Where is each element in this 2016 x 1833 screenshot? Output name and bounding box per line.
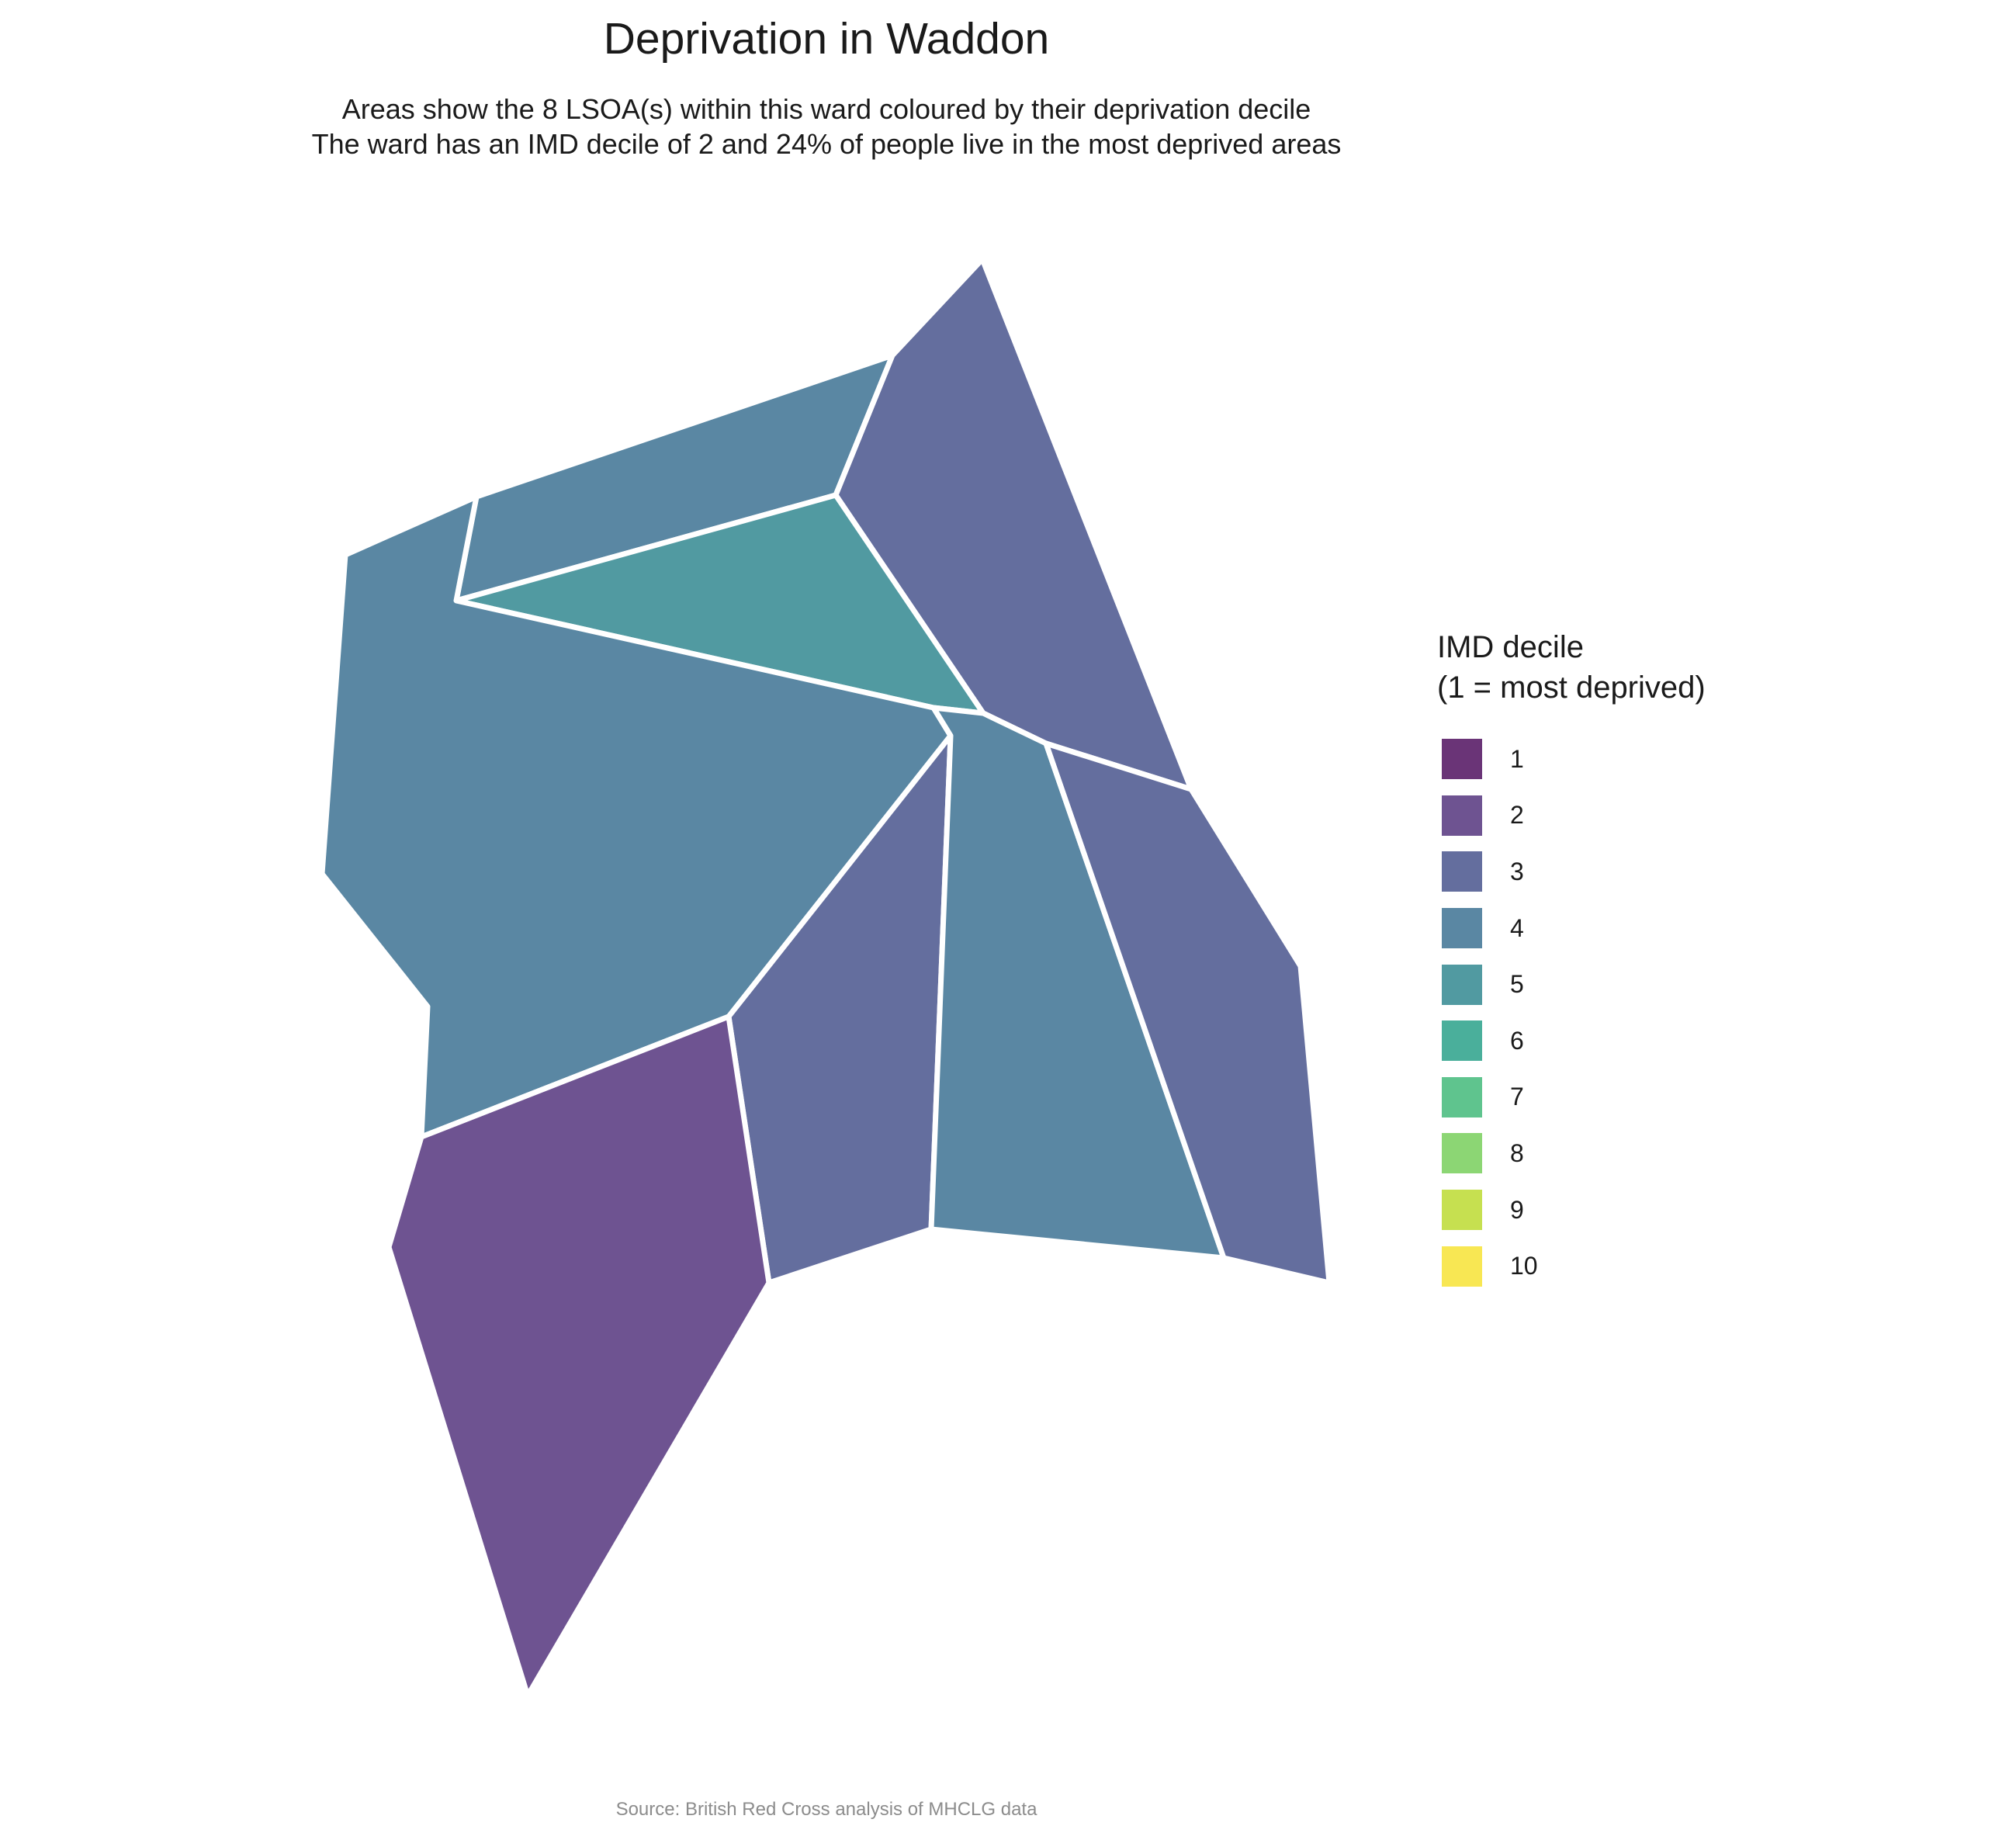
legend-item: 3 (1437, 844, 1706, 900)
legend-item: 7 (1437, 1069, 1706, 1126)
legend-label: 2 (1510, 801, 1524, 830)
legend-swatch (1442, 1133, 1482, 1174)
legend-swatch (1442, 908, 1482, 949)
legend-swatch (1442, 1190, 1482, 1231)
legend-item: 9 (1437, 1182, 1706, 1239)
legend-label: 4 (1510, 913, 1524, 942)
legend-label: 6 (1510, 1026, 1524, 1055)
legend-label: 7 (1510, 1083, 1524, 1111)
legend-item: 5 (1437, 956, 1706, 1013)
legend-item: 6 (1437, 1013, 1706, 1069)
legend-swatch (1442, 1020, 1482, 1062)
legend-item: 1 (1437, 731, 1706, 788)
legend-label: 3 (1510, 857, 1524, 885)
legend-item: 2 (1437, 788, 1706, 844)
lsoa-south-west (386, 1014, 772, 1699)
legend-label: 8 (1510, 1138, 1524, 1167)
legend-label: 10 (1510, 1252, 1538, 1280)
legend: IMD decile (1 = most deprived) 1 2 3 4 5… (1437, 627, 1706, 1294)
legend-swatch (1442, 964, 1482, 1005)
legend-item: 4 (1437, 900, 1706, 957)
legend-swatch (1442, 795, 1482, 836)
legend-label: 1 (1510, 744, 1524, 773)
legend-swatch (1442, 1076, 1482, 1117)
legend-items: 1 2 3 4 5 6 7 8 (1437, 731, 1706, 1294)
lsoa-east (1043, 740, 1332, 1286)
legend-swatch (1442, 851, 1482, 892)
source-caption: Source: British Red Cross analysis of MH… (615, 1799, 1037, 1820)
legend-label: 9 (1510, 1195, 1524, 1224)
legend-item: 8 (1437, 1125, 1706, 1182)
legend-label: 5 (1510, 970, 1524, 999)
chart-subtitle: Areas show the 8 LSOA(s) within this war… (0, 92, 1653, 161)
legend-swatch (1442, 739, 1482, 780)
legend-title-line-2: (1 = most deprived) (1437, 670, 1706, 705)
subtitle-line-2: The ward has an IMD decile of 2 and 24% … (311, 128, 1342, 160)
legend-item: 10 (1437, 1238, 1706, 1294)
legend-swatch (1442, 1246, 1482, 1287)
subtitle-line-1: Areas show the 8 LSOA(s) within this war… (341, 93, 1311, 125)
legend-title-line-1: IMD decile (1437, 630, 1584, 664)
legend-title: IMD decile (1 = most deprived) (1437, 627, 1706, 708)
chart-title: Deprivation in Waddon (603, 14, 1050, 64)
